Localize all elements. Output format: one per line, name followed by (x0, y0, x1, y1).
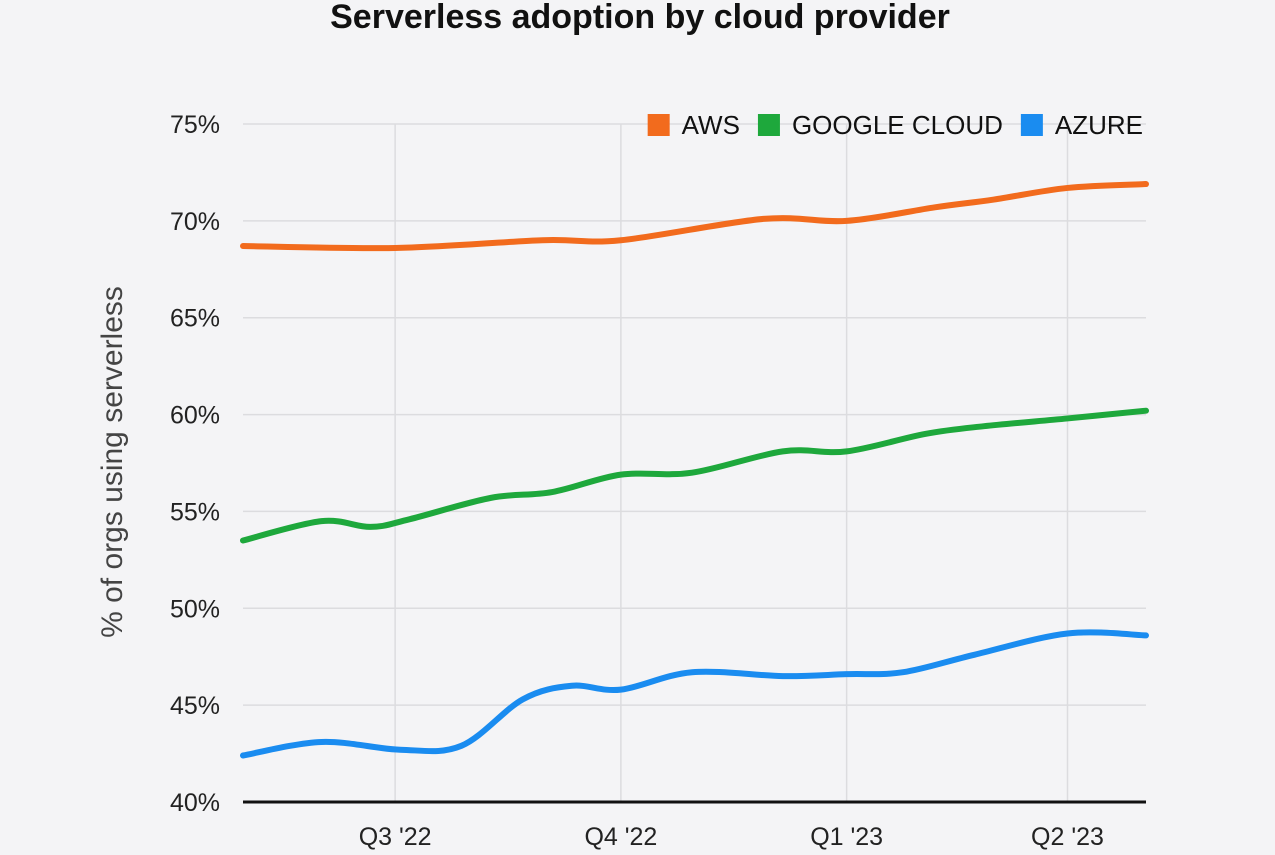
y-tick-label: 65% (170, 305, 220, 333)
legend-label: AZURE (1055, 110, 1143, 140)
x-tick-label: Q4 '22 (584, 823, 657, 850)
legend-swatch (647, 114, 670, 136)
y-tick-label: 70% (170, 208, 220, 236)
y-tick-label: 45% (170, 692, 220, 720)
x-tick-label: Q3 '22 (359, 823, 432, 850)
x-tick-label: Q1 '23 (810, 823, 883, 850)
series-line-google-cloud (240, 407, 1149, 544)
legend-label: GOOGLE CLOUD (792, 110, 1003, 140)
y-tick-label: 60% (170, 402, 220, 430)
series-line-azure (240, 629, 1149, 759)
x-tick-label: Q2 '23 (1031, 823, 1104, 850)
legend-label: AWS (682, 110, 740, 140)
y-tick-label: 40% (170, 789, 220, 817)
y-tick-label: 50% (170, 595, 220, 623)
legend-swatch (1020, 114, 1043, 136)
y-tick-label: 75% (170, 111, 220, 139)
series-line-aws (240, 181, 1149, 252)
chart-title: Serverless adoption by cloud provider (330, 0, 950, 36)
y-tick-label: 55% (170, 498, 220, 526)
y-axis-label: % of orgs using serverless (96, 286, 129, 638)
legend-swatch (757, 114, 780, 136)
